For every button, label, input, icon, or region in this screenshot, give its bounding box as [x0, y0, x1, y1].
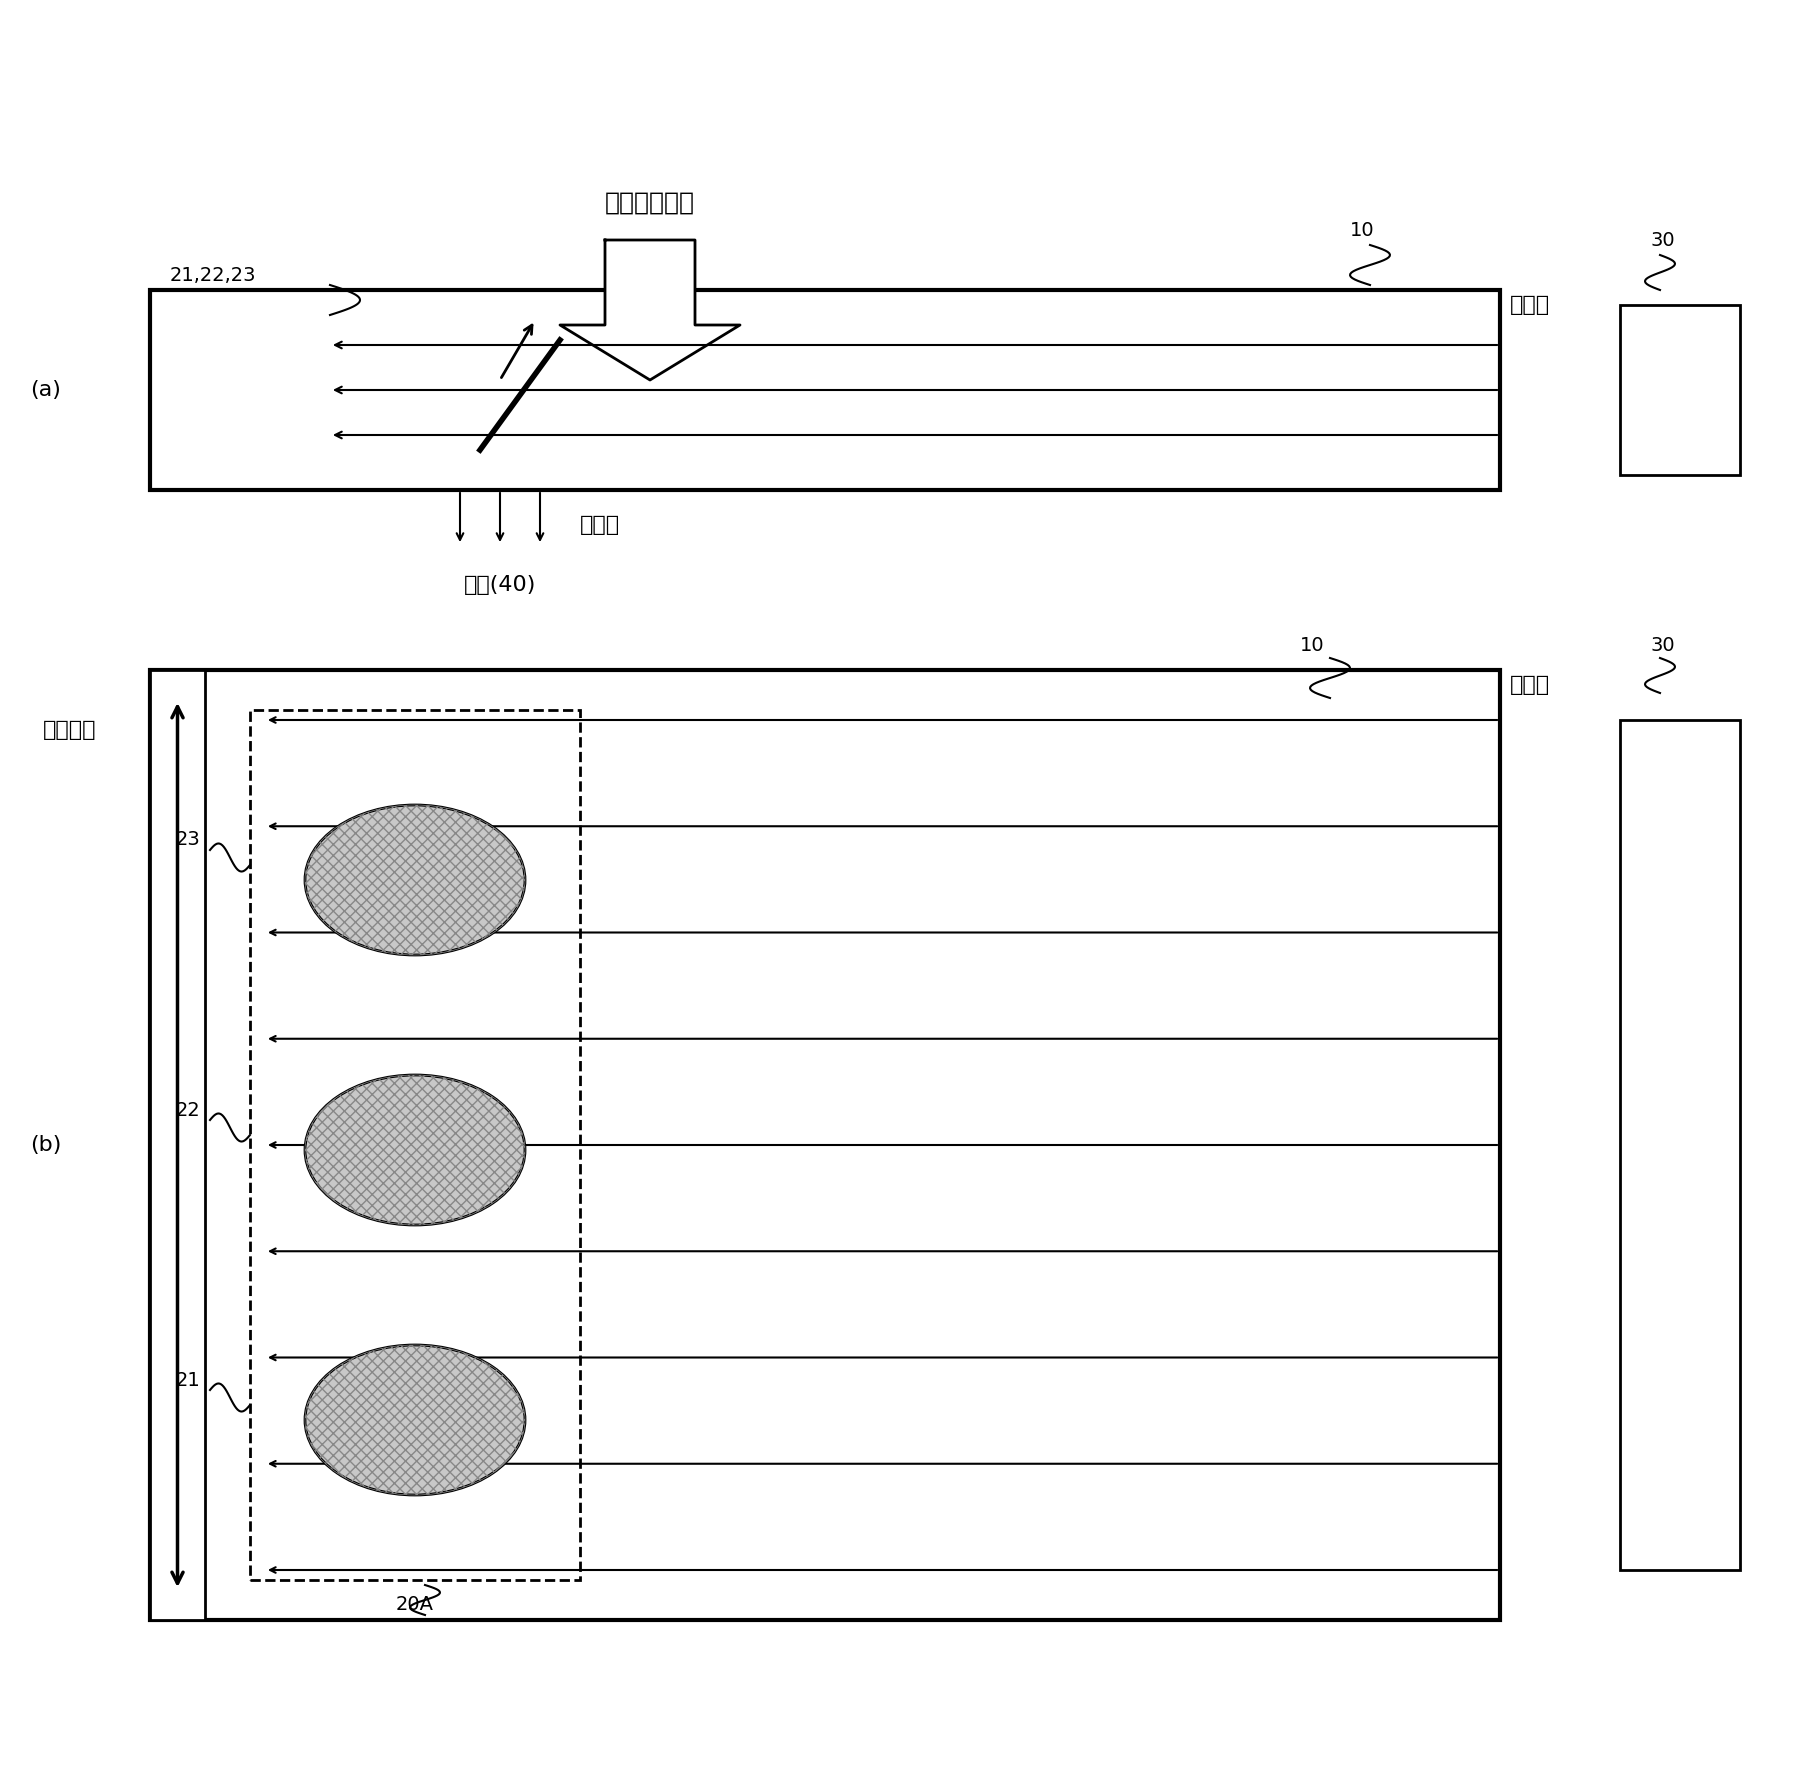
Text: 21,22,23: 21,22,23: [170, 266, 257, 285]
Text: 20A: 20A: [396, 1595, 434, 1614]
Text: 瞳孔(40): 瞳孔(40): [465, 575, 536, 595]
Ellipse shape: [305, 805, 526, 956]
Text: (b): (b): [30, 1135, 61, 1156]
Text: 30: 30: [1650, 232, 1674, 250]
Text: 10: 10: [1301, 635, 1324, 655]
Text: 现实世界影像: 现实世界影像: [605, 191, 694, 214]
Text: 23: 23: [176, 830, 199, 850]
Bar: [249, 710, 579, 1581]
Text: 出射光: 出射光: [579, 515, 621, 535]
Polygon shape: [560, 241, 739, 381]
Text: (a): (a): [30, 381, 61, 400]
Text: 30: 30: [1650, 635, 1674, 655]
Text: 10: 10: [1351, 221, 1374, 241]
Ellipse shape: [305, 1345, 526, 1496]
Bar: [1620, 720, 1740, 1570]
Text: 入射光: 入射光: [1511, 296, 1550, 315]
Ellipse shape: [305, 1074, 526, 1225]
Text: 入射光: 入射光: [1511, 674, 1550, 696]
Bar: [151, 671, 1500, 1620]
Text: 第一方向: 第一方向: [43, 720, 97, 740]
Bar: [1620, 304, 1740, 474]
Bar: [151, 290, 1500, 490]
Text: 21: 21: [176, 1370, 199, 1389]
Text: 22: 22: [176, 1101, 199, 1119]
Bar: [151, 671, 205, 1620]
